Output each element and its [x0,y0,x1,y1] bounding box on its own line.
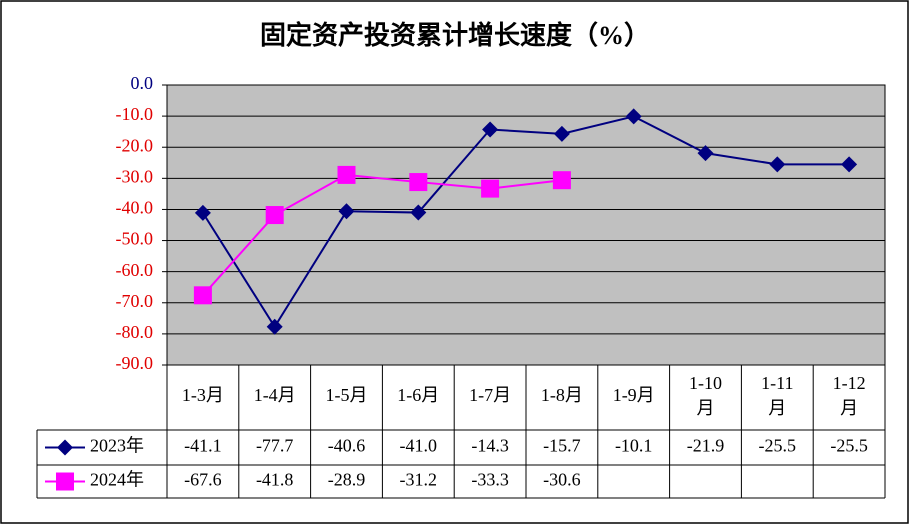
point [338,203,355,220]
table-value: -14.3 [471,436,509,456]
table-value: -41.0 [400,436,438,456]
x-tick-label: 1-7月 [469,385,511,405]
x-tick-label: 1-5月 [326,385,368,405]
y-tick-label: -60.0 [116,260,154,280]
x-tick-label: 1-9月 [613,385,655,405]
table-value: -33.3 [471,470,509,490]
series-line [202,115,850,329]
x-tick-label: 1-6月 [397,385,439,405]
legend-label: 2024年 [90,470,144,490]
point [410,204,427,221]
legend-marker [56,472,74,491]
point [193,286,212,305]
legend-label: 2023年 [90,436,144,456]
x-tick-label: 1-10 月 [689,373,722,418]
point [194,204,211,221]
label-line: 月 [697,398,715,418]
point [552,171,571,190]
table-value: -10.1 [615,436,653,456]
x-tick-label: 1-12 月 [833,373,866,418]
y-tick-label: -50.0 [116,229,154,249]
table-value: -40.6 [328,436,366,456]
point [337,165,356,184]
x-tick-label: 1-8月 [541,385,583,405]
legend-marker [57,439,73,456]
table-value: -41.1 [184,436,222,456]
x-tick-label: 1-4月 [254,385,296,405]
chart-title: 固定资产投资累计增长速度（%） [260,20,650,50]
point [265,206,284,225]
label-line: 月 [768,398,786,418]
table-value: -41.8 [256,470,294,490]
table-value: -25.5 [830,436,868,456]
point [266,318,283,335]
table-value: -25.5 [759,436,797,456]
y-tick-label: -70.0 [116,291,154,311]
y-tick-label: 0.0 [131,73,154,93]
y-tick-label: -80.0 [116,322,154,342]
y-tick-label: -20.0 [116,135,154,155]
y-tick-label: -30.0 [116,166,154,186]
point [697,145,714,162]
point [841,156,858,173]
table-value: -21.9 [687,436,725,456]
point [625,108,642,125]
table-value: -30.6 [543,470,581,490]
y-tick-label: -90.0 [116,353,154,373]
label-line: 1-10 [689,373,722,393]
x-tick-label: 1-11 月 [761,373,793,418]
table-value: -67.6 [184,470,222,490]
y-tick-label: -40.0 [116,198,154,218]
table-value: -28.9 [328,470,366,490]
table-value: -15.7 [543,436,581,456]
x-tick-label: 1-3月 [182,385,224,405]
series-line [202,173,563,296]
point [482,121,499,138]
y-tick-label: -10.0 [116,104,154,124]
table-value: -31.2 [400,470,438,490]
point [553,125,570,142]
table-value: -77.7 [256,436,294,456]
label-line: 1-11 [761,373,793,393]
point [769,156,786,173]
label-line: 月 [840,398,858,418]
label-line: 1-12 [833,373,866,393]
point [409,173,428,192]
point [481,179,500,198]
